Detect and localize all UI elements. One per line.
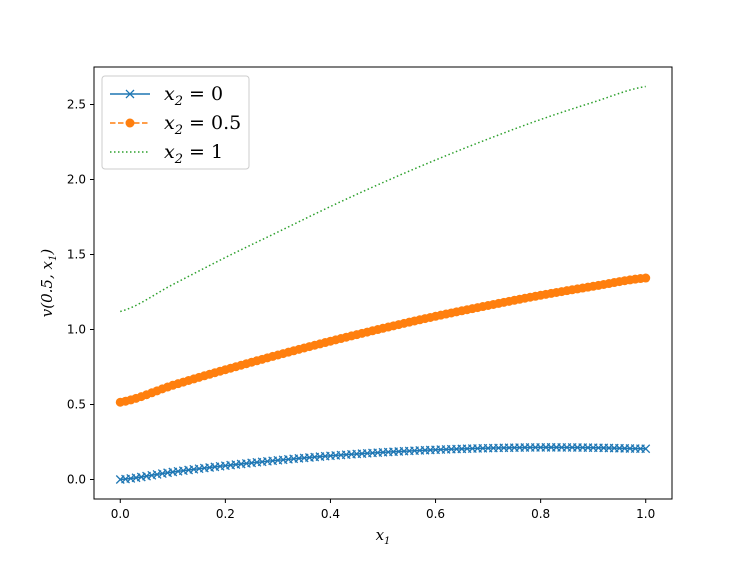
data-point-circle-marker bbox=[641, 273, 651, 283]
legend-label: x2 = 1 bbox=[164, 141, 223, 167]
series-layer bbox=[115, 85, 651, 484]
data-point-x-marker bbox=[641, 444, 651, 454]
y-tick-label: 1.0 bbox=[67, 323, 86, 337]
y-axis-label: v(0.5, x1) bbox=[38, 249, 59, 318]
series-line bbox=[120, 85, 646, 313]
series-1 bbox=[115, 442, 651, 484]
legend-label: x2 = 0 bbox=[164, 83, 223, 109]
series-2 bbox=[115, 273, 651, 407]
x-axis-label-sub: 1 bbox=[384, 536, 390, 547]
x-axis-ticks: 0.0 0.2 0.4 0.6 0.8 1.0 bbox=[111, 499, 655, 521]
x-axis-label-main: x bbox=[376, 526, 385, 544]
legend: x2 = 0 x2 = 0.5 x2 = 1 bbox=[101, 75, 250, 170]
legend-x-marker bbox=[125, 89, 135, 99]
y-tick-label: 1.5 bbox=[67, 248, 86, 262]
y-axis-label-main: v(0.5, x bbox=[38, 260, 56, 317]
x-axis-label: x1 bbox=[376, 526, 391, 547]
y-tick-label: 2.0 bbox=[67, 173, 86, 187]
x-tick-label: 0.4 bbox=[321, 507, 340, 521]
legend-entries: x2 = 0 x2 = 0.5 x2 = 1 bbox=[110, 83, 241, 167]
y-axis-ticks: 0.0 0.5 1.0 1.5 2.0 2.5 bbox=[67, 98, 94, 487]
legend-frame bbox=[101, 75, 250, 170]
y-axis-label-close: ) bbox=[38, 249, 56, 256]
y-tick-label: 0.5 bbox=[67, 398, 86, 412]
x-tick-label: 0.8 bbox=[531, 507, 550, 521]
plot-frame bbox=[93, 66, 673, 500]
legend-label: x2 = 0.5 bbox=[164, 112, 241, 138]
x-tick-label: 1.0 bbox=[636, 507, 655, 521]
legend-entry-3: x2 = 1 bbox=[110, 141, 223, 167]
legend-circle-marker bbox=[125, 118, 135, 128]
x-tick-label: 0.0 bbox=[111, 507, 130, 521]
y-tick-label: 0.0 bbox=[67, 473, 86, 487]
series-3 bbox=[120, 85, 646, 313]
x-tick-label: 0.6 bbox=[426, 507, 445, 521]
y-axis-label-sub: 1 bbox=[48, 255, 59, 261]
y-tick-label: 2.5 bbox=[67, 98, 86, 112]
legend-entry-1: x2 = 0 bbox=[110, 83, 223, 109]
x-tick-label: 0.2 bbox=[216, 507, 235, 521]
legend-entry-2: x2 = 0.5 bbox=[110, 112, 241, 138]
